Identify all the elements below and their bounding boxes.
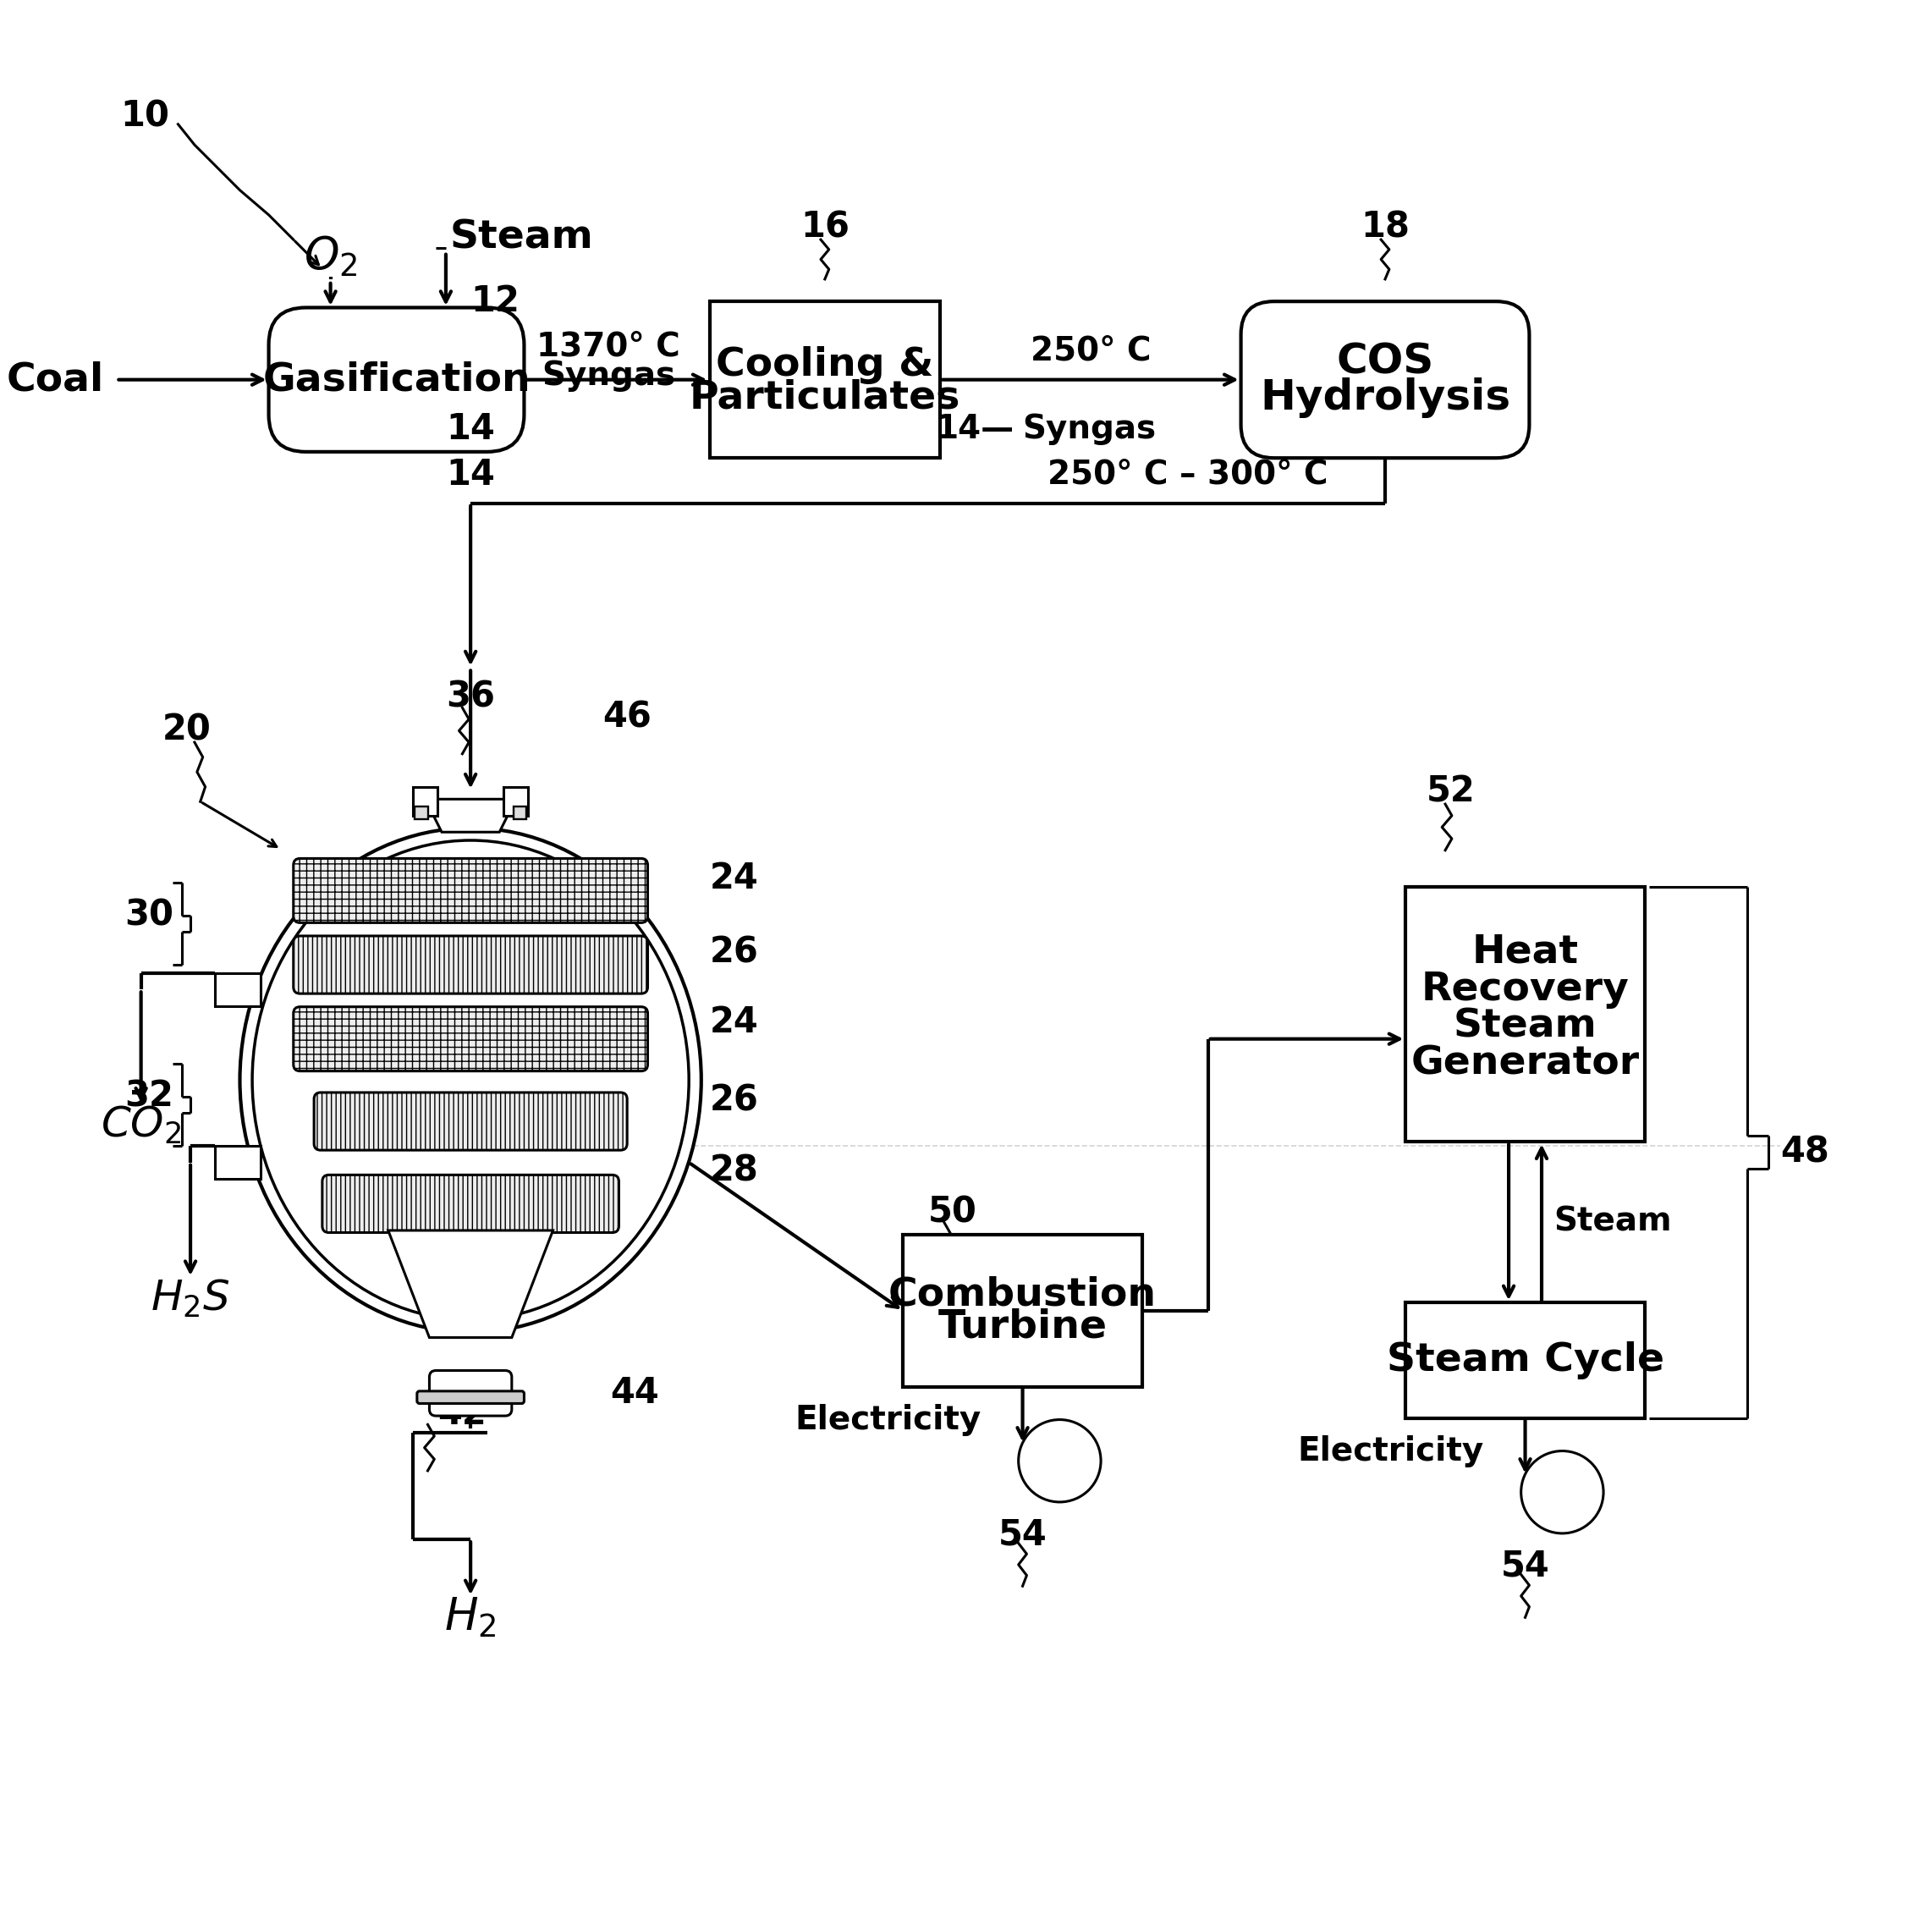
- Text: 36: 36: [445, 680, 495, 715]
- Bar: [215, 1146, 261, 1179]
- FancyBboxPatch shape: [322, 1175, 618, 1233]
- Text: 250° C – 300° C: 250° C – 300° C: [1048, 458, 1328, 491]
- Text: Heat: Heat: [1472, 933, 1579, 972]
- Polygon shape: [388, 1231, 553, 1337]
- Text: Steam: Steam: [449, 218, 593, 257]
- FancyBboxPatch shape: [1242, 301, 1529, 458]
- Polygon shape: [426, 800, 516, 833]
- Text: 14—: 14—: [936, 413, 1015, 444]
- Text: 20: 20: [161, 713, 211, 748]
- Text: Combustion: Combustion: [888, 1275, 1157, 1314]
- Text: $\sim$: $\sim$: [1036, 1437, 1084, 1486]
- Text: 26: 26: [710, 1084, 758, 1119]
- Text: 54: 54: [998, 1517, 1048, 1553]
- Text: 14: 14: [445, 456, 495, 493]
- Text: Particulates: Particulates: [689, 379, 960, 417]
- Text: 42: 42: [438, 1397, 487, 1432]
- Text: 24: 24: [710, 860, 758, 896]
- Text: 54: 54: [1501, 1549, 1551, 1584]
- Bar: [710, 301, 940, 458]
- Text: Electricity: Electricity: [794, 1403, 981, 1435]
- Text: 48: 48: [1781, 1134, 1831, 1169]
- Text: Generator: Generator: [1410, 1045, 1639, 1082]
- Text: Steam: Steam: [1554, 1206, 1671, 1238]
- Text: Steam: Steam: [1453, 1007, 1597, 1045]
- Text: Cooling &: Cooling &: [716, 346, 935, 384]
- Text: 18: 18: [1361, 209, 1410, 245]
- FancyBboxPatch shape: [430, 1370, 512, 1416]
- Bar: [1407, 1302, 1645, 1418]
- Text: Syngas: Syngas: [541, 359, 675, 392]
- Text: 52: 52: [1426, 775, 1476, 810]
- Text: $CO_2$: $CO_2$: [102, 1105, 180, 1146]
- Text: 1370° C: 1370° C: [537, 330, 681, 363]
- Text: Syngas: Syngas: [1023, 413, 1157, 444]
- Text: Gasification: Gasification: [263, 361, 530, 398]
- Text: $O_2$: $O_2$: [303, 234, 357, 278]
- Text: $H_2$: $H_2$: [445, 1596, 497, 1640]
- Bar: [215, 974, 261, 1007]
- Bar: [514, 806, 526, 819]
- Text: Coal: Coal: [6, 361, 104, 398]
- Text: 12: 12: [470, 284, 520, 319]
- Text: 46: 46: [603, 699, 652, 736]
- Text: Steam Cycle: Steam Cycle: [1386, 1341, 1664, 1379]
- Bar: [1407, 887, 1645, 1142]
- Text: Hydrolysis: Hydrolysis: [1261, 377, 1510, 417]
- FancyBboxPatch shape: [269, 307, 524, 452]
- Text: 24: 24: [710, 1005, 758, 1039]
- Text: 32: 32: [125, 1078, 175, 1115]
- Text: Turbine: Turbine: [938, 1308, 1107, 1347]
- Text: 16: 16: [800, 209, 850, 245]
- Circle shape: [1019, 1420, 1102, 1501]
- Bar: [413, 786, 438, 815]
- Bar: [415, 806, 428, 819]
- Text: Electricity: Electricity: [1297, 1435, 1483, 1466]
- Circle shape: [1522, 1451, 1604, 1534]
- Text: COS: COS: [1336, 342, 1433, 383]
- Text: $\sim$: $\sim$: [1539, 1468, 1585, 1517]
- FancyBboxPatch shape: [416, 1391, 524, 1403]
- Text: 250° C: 250° C: [1031, 334, 1151, 367]
- FancyBboxPatch shape: [294, 1007, 649, 1070]
- Text: 50: 50: [929, 1194, 977, 1231]
- Text: 30: 30: [125, 898, 175, 933]
- FancyBboxPatch shape: [294, 935, 649, 993]
- FancyBboxPatch shape: [294, 858, 649, 923]
- FancyBboxPatch shape: [315, 1092, 628, 1150]
- Bar: [503, 786, 528, 815]
- Text: 44: 44: [610, 1376, 660, 1410]
- Bar: [904, 1235, 1142, 1387]
- Text: Recovery: Recovery: [1422, 970, 1629, 1009]
- Text: $H_2S$: $H_2S$: [152, 1277, 230, 1320]
- Text: 28: 28: [710, 1153, 758, 1188]
- Ellipse shape: [240, 829, 700, 1333]
- Text: 10: 10: [121, 99, 169, 133]
- Text: 14: 14: [445, 412, 495, 446]
- Text: 26: 26: [710, 935, 758, 970]
